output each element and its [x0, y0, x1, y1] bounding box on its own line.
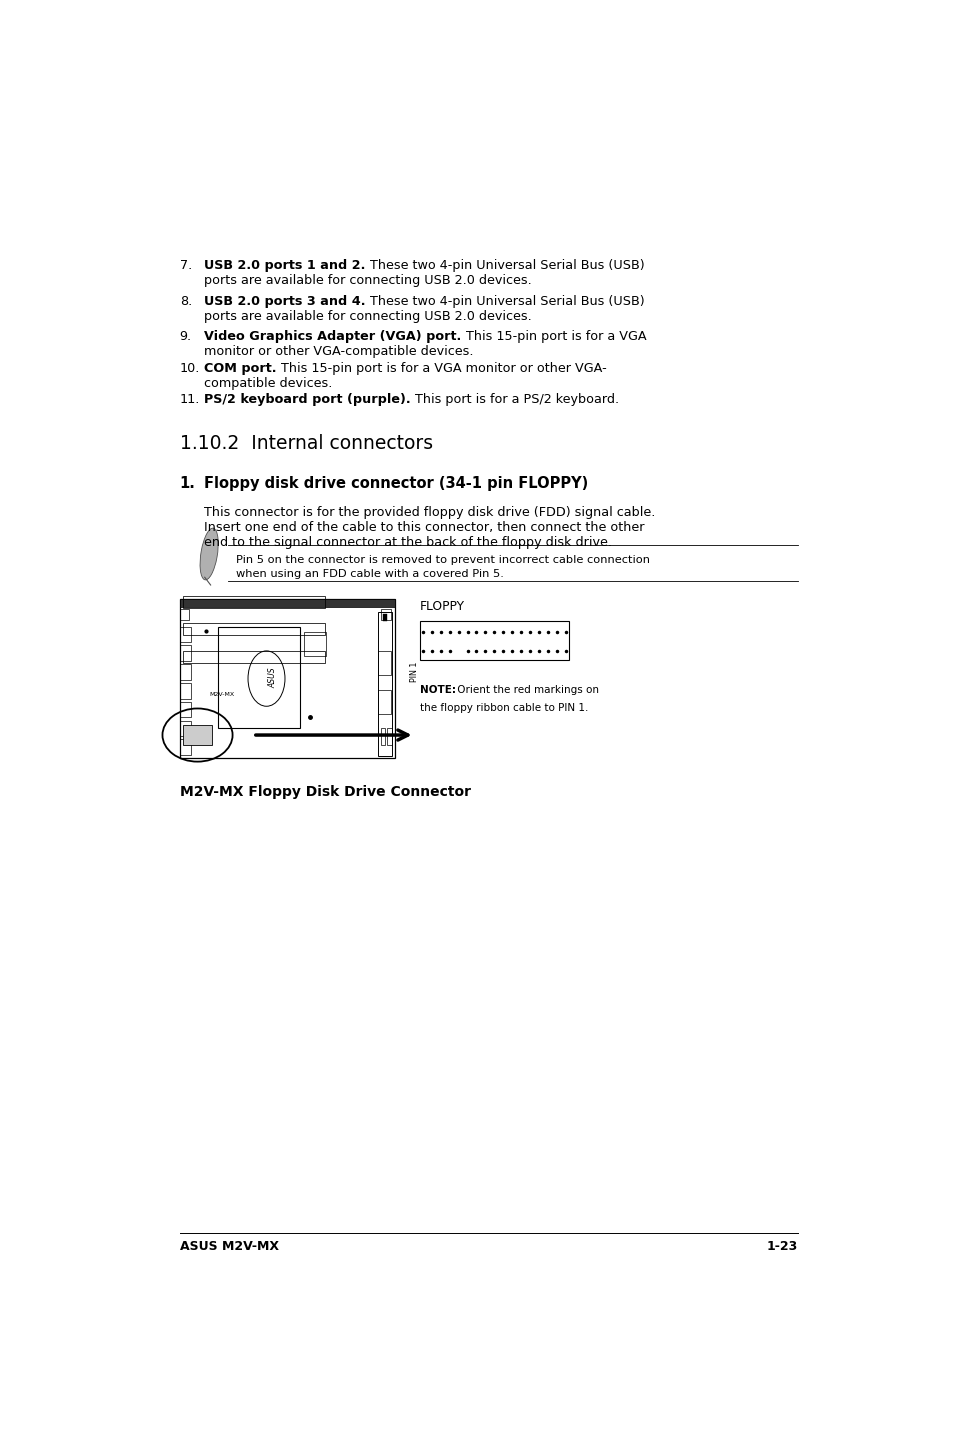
Bar — [180, 720, 192, 736]
Text: This 15-pin port is for a VGA monitor or other VGA-: This 15-pin port is for a VGA monitor or… — [276, 362, 606, 375]
Text: Floppy disk drive connector (34-1 pin FLOPPY): Floppy disk drive connector (34-1 pin FL… — [204, 476, 588, 490]
Bar — [377, 613, 392, 756]
Bar — [381, 729, 385, 745]
Bar — [304, 633, 325, 656]
Bar — [179, 598, 395, 607]
Text: These two 4-pin Universal Serial Bus (USB): These two 4-pin Universal Serial Bus (US… — [366, 259, 644, 272]
Text: Orient the red markings on: Orient the red markings on — [454, 686, 598, 695]
Bar — [179, 608, 189, 620]
Bar — [180, 739, 192, 755]
Bar — [180, 646, 192, 661]
Text: ports are available for connecting USB 2.0 devices.: ports are available for connecting USB 2… — [204, 309, 532, 324]
Text: 9.: 9. — [179, 331, 192, 344]
Text: end to the signal connector at the back of the floppy disk drive.: end to the signal connector at the back … — [204, 536, 612, 549]
Text: USB 2.0 ports 1 and 2.: USB 2.0 ports 1 and 2. — [204, 259, 366, 272]
Text: This 15-pin port is for a VGA: This 15-pin port is for a VGA — [461, 331, 646, 344]
Bar — [382, 614, 387, 621]
Text: 11.: 11. — [179, 393, 200, 406]
Bar — [183, 623, 325, 636]
Text: M2V-MX: M2V-MX — [209, 692, 233, 696]
Bar — [183, 725, 212, 745]
Text: PS/2 keyboard port (purple).: PS/2 keyboard port (purple). — [204, 393, 411, 406]
Text: COM port.: COM port. — [204, 362, 276, 375]
Bar — [183, 595, 325, 608]
Text: 1.10.2  Internal connectors: 1.10.2 Internal connectors — [179, 434, 433, 453]
Text: PIN 1: PIN 1 — [409, 661, 418, 683]
Bar — [377, 690, 390, 715]
Text: These two 4-pin Universal Serial Bus (USB): These two 4-pin Universal Serial Bus (US… — [366, 295, 644, 308]
Bar — [180, 702, 192, 718]
Text: ASUS: ASUS — [269, 667, 277, 687]
Bar — [183, 651, 325, 663]
Text: Pin 5 on the connector is removed to prevent incorrect cable connection: Pin 5 on the connector is removed to pre… — [235, 555, 649, 565]
Text: when using an FDD cable with a covered Pin 5.: when using an FDD cable with a covered P… — [235, 569, 503, 580]
Text: NOTE:: NOTE: — [419, 686, 456, 695]
Bar — [387, 729, 392, 745]
Text: FLOPPY: FLOPPY — [419, 600, 464, 613]
Text: 10.: 10. — [179, 362, 200, 375]
Bar — [180, 627, 192, 641]
Bar — [218, 627, 299, 729]
Bar — [179, 598, 395, 758]
Text: USB 2.0 ports 3 and 4.: USB 2.0 ports 3 and 4. — [204, 295, 366, 308]
Ellipse shape — [200, 528, 218, 580]
Text: ASUS M2V-MX: ASUS M2V-MX — [179, 1240, 278, 1252]
Text: 8.: 8. — [179, 295, 192, 308]
Bar — [381, 608, 390, 620]
Text: compatible devices.: compatible devices. — [204, 377, 333, 390]
Text: This connector is for the provided floppy disk drive (FDD) signal cable.: This connector is for the provided flopp… — [204, 506, 656, 519]
Text: 7.: 7. — [179, 259, 192, 272]
Text: 1-23: 1-23 — [766, 1240, 798, 1252]
Bar — [180, 664, 192, 680]
Bar — [419, 621, 568, 660]
Text: the floppy ribbon cable to PIN 1.: the floppy ribbon cable to PIN 1. — [419, 703, 588, 713]
Text: 1.: 1. — [179, 476, 195, 490]
Text: monitor or other VGA-compatible devices.: monitor or other VGA-compatible devices. — [204, 345, 474, 358]
Bar — [377, 651, 390, 676]
Text: ports are available for connecting USB 2.0 devices.: ports are available for connecting USB 2… — [204, 275, 532, 288]
Text: This port is for a PS/2 keyboard.: This port is for a PS/2 keyboard. — [411, 393, 618, 406]
Text: Insert one end of the cable to this connector, then connect the other: Insert one end of the cable to this conn… — [204, 521, 644, 533]
Text: M2V-MX Floppy Disk Drive Connector: M2V-MX Floppy Disk Drive Connector — [179, 785, 470, 800]
Text: Video Graphics Adapter (VGA) port.: Video Graphics Adapter (VGA) port. — [204, 331, 461, 344]
Bar — [180, 683, 192, 699]
